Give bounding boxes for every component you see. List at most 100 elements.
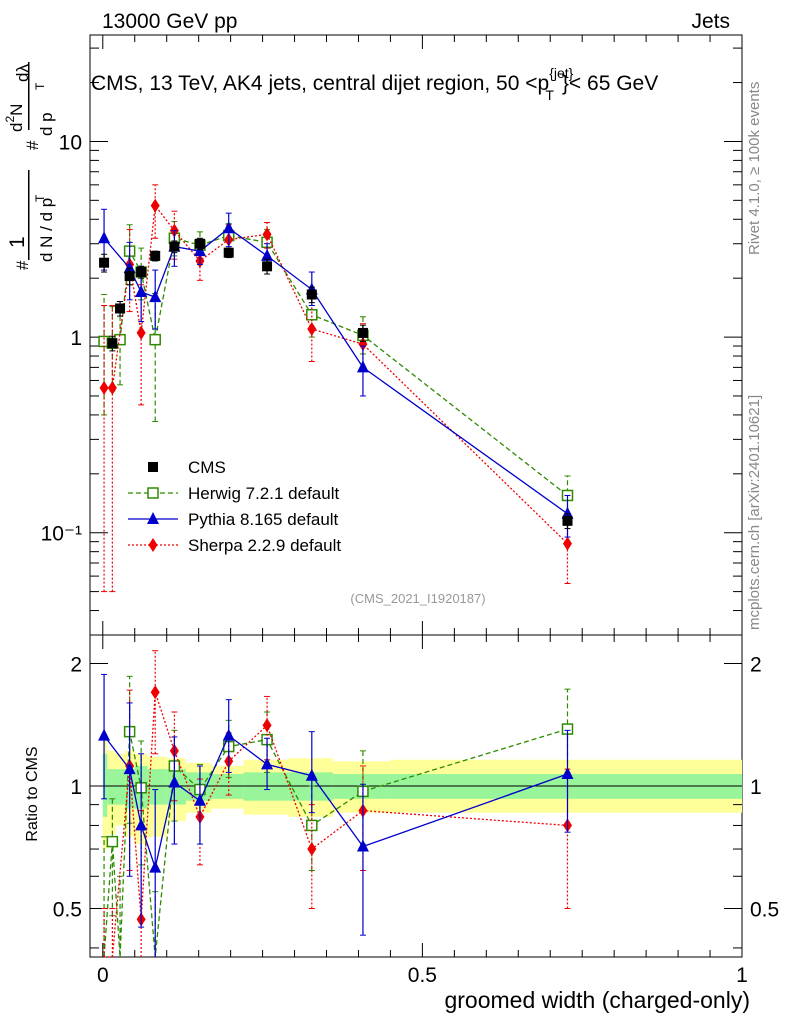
pythia-ratio-point [149, 860, 162, 873]
ratio-y-tick-label-right: 1 [750, 776, 762, 799]
pythia-point [222, 221, 235, 234]
pythia-ratio-point [168, 775, 181, 788]
band-inner-0 [102, 753, 108, 817]
herwig-ratio-point [106, 835, 119, 848]
cms-point [124, 271, 135, 282]
cms-point [562, 515, 573, 526]
cms-point [194, 238, 205, 249]
plot-title-sub: T [545, 87, 554, 103]
cms-point [357, 327, 368, 338]
sherpa-point [358, 337, 368, 352]
cms-point [262, 261, 273, 272]
ratio-y-tick-label-right: 0.5 [750, 898, 779, 921]
legend-marker-pythia [147, 512, 159, 524]
cms-point [150, 250, 161, 261]
ratio-y-tick-label: 0.5 [53, 898, 82, 921]
pythia-point [561, 506, 574, 519]
x-tick-label: 0 [97, 964, 109, 987]
pythia-point [193, 244, 206, 257]
pythia-point [261, 248, 274, 261]
cms-point [223, 247, 234, 258]
main-y-fraction-bar-2 [28, 62, 30, 130]
category-label: Jets [691, 10, 730, 33]
main-y-axis-label-text: # 1 d N / d p # d2N d p dλ [3, 64, 57, 270]
cms-point [306, 289, 317, 300]
sherpa-ratio-point [307, 842, 317, 857]
sherpa-ratio-line [104, 692, 568, 958]
legend-marker-cms [148, 462, 158, 472]
sherpa-ratio-point [262, 718, 272, 733]
cms-point [99, 257, 110, 268]
cms-point [136, 267, 147, 278]
sherpa-point [150, 198, 160, 213]
band-inner-5 [147, 769, 167, 805]
sherpa-ratio-point [150, 685, 160, 700]
energy-label: 13000 GeV pp [102, 10, 237, 33]
herwig-line [103, 234, 568, 496]
pythia-point [135, 284, 148, 297]
plot-title-end: }< 65 GeV [562, 72, 658, 95]
x-tick-label: 0.5 [408, 964, 437, 987]
main-panel-series [98, 184, 574, 593]
sherpa-point [99, 380, 109, 395]
sherpa-point [136, 325, 146, 340]
pythia-point [123, 261, 136, 274]
series-herwig [98, 220, 574, 518]
pythia-ratio-point [222, 728, 235, 741]
cms-point [115, 303, 126, 314]
rivet-version-note: Rivet 4.1.0, ≥ 100k events [746, 81, 763, 255]
main-y-axis-label: # 1 d N / d p # d2N d p dλ [3, 64, 57, 270]
mcplots-note: mcplots.cern.ch [arXiv:2401.10621] [746, 394, 763, 630]
pythia-ratio-point [98, 728, 111, 741]
ratio-y-axis-label: Ratio to CMS [24, 746, 41, 841]
plot-title-main: CMS, 13 TeV, AK4 jets, central dijet reg… [91, 72, 549, 95]
ratio-y-tick-label-right: 2 [750, 654, 762, 677]
plot-title: CMS, 13 TeV, AK4 jets, central dijet reg… [91, 65, 658, 103]
axis-ticks: 0 0.5 1 10⁻¹ 1 10 0.5 0.5 1 1 2 2 [41, 35, 779, 987]
main-y-pt-sub2: T [33, 82, 47, 90]
legend-label-pythia: Pythia 8.165 default [188, 510, 339, 529]
analysis-id: (CMS_2021_I1920187) [350, 591, 485, 606]
sherpa-point [107, 380, 117, 395]
main-y-tick-label: 10⁻¹ [41, 523, 82, 546]
pythia-ratio-point [356, 839, 369, 852]
ratio-panel-series [98, 650, 574, 958]
pythia-point [356, 360, 369, 373]
band-inner-1 [107, 769, 116, 805]
band-inner-9 [243, 772, 289, 801]
ratio-y-tick-label: 1 [70, 776, 82, 799]
herwig-point [149, 333, 161, 346]
series-cms [99, 237, 573, 530]
main-y-tick-label: 1 [70, 327, 82, 350]
cms-point [169, 241, 180, 252]
herwig-point [306, 309, 318, 321]
ratio-y-tick-label: 2 [70, 654, 82, 677]
x-axis-label: groomed width (charged-only) [444, 987, 750, 1013]
sherpa-point [562, 536, 572, 551]
legend-label-cms: CMS [188, 458, 226, 477]
plot-title-sup: {jet} [549, 65, 573, 81]
pythia-ratio-point [123, 762, 136, 775]
sherpa-point [262, 227, 272, 242]
pythia-line [103, 227, 568, 515]
band-inner-2 [115, 769, 126, 805]
legend-marker-sherpa [148, 538, 158, 552]
main-y-pt-sub1: T [33, 194, 47, 202]
sherpa-point [307, 321, 317, 336]
pythia-ratio-point [135, 818, 148, 831]
herwig-ratio-point [306, 819, 318, 832]
pythia-point [149, 290, 162, 303]
x-tick-label: 1 [736, 964, 748, 987]
legend-label-sherpa: Sherpa 2.2.9 default [188, 536, 341, 555]
pythia-ratio-point [193, 793, 206, 806]
ratio-uncertainty-band [90, 732, 742, 850]
main-y-tick-label: 10 [59, 131, 82, 154]
legend-marker-herwig [147, 487, 159, 499]
legend: CMS Herwig 7.2.1 default Pythia 8.165 defa… [128, 458, 341, 555]
legend-label-herwig: Herwig 7.2.1 default [188, 484, 339, 503]
pythia-ratio-point [305, 768, 318, 781]
ratio-pythia [98, 673, 574, 957]
main-y-fraction-bar [28, 170, 30, 260]
pythia-ratio-point [261, 757, 274, 770]
